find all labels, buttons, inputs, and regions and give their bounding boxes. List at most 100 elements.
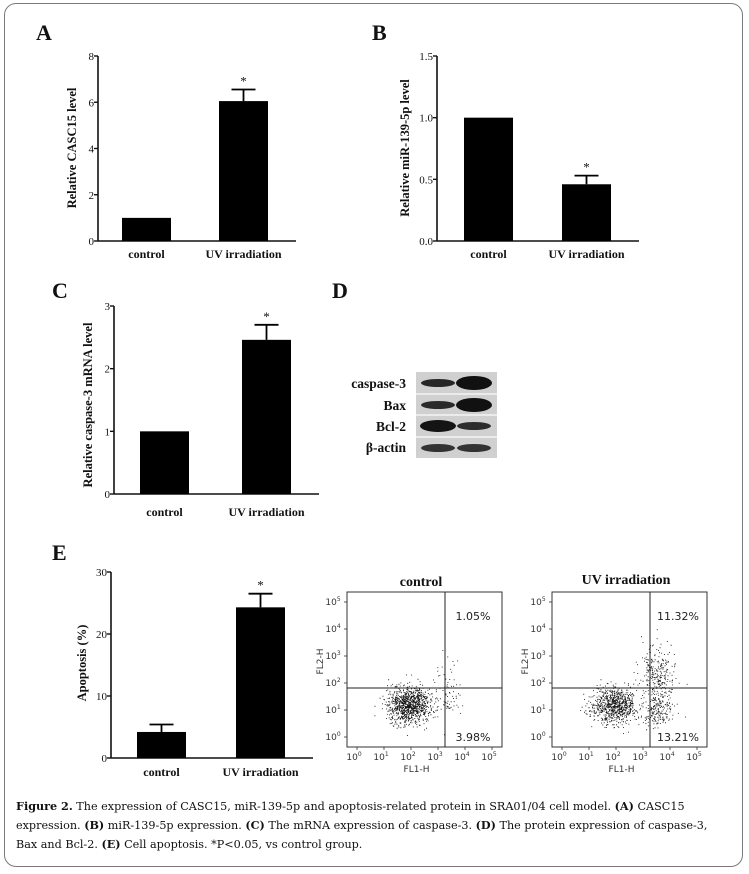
x-tick-exponent: 2 (412, 751, 416, 758)
panel-c-ylabel: Relative caspase-3 mRNA level (81, 322, 95, 487)
y-tick-exponent: 4 (542, 623, 546, 630)
y-tick-exponent: 1 (337, 704, 341, 711)
panel-letter-c: C (52, 278, 68, 303)
panel-e-ylabel: Apoptosis (%) (75, 625, 89, 702)
flow-events (374, 650, 464, 736)
bar (122, 217, 171, 241)
caption-ref-c: (C) (245, 818, 265, 832)
y-tick-label: 0 (105, 489, 111, 501)
panel-a-chart: 0 2 4 6 8 control UV irradiation * (89, 51, 296, 261)
x-axis-label: FL1-H (404, 765, 430, 775)
blot-band (456, 376, 492, 390)
flow-control: control 10010010110110210210310310410410… (316, 575, 503, 775)
y-tick-label: 20 (96, 629, 108, 641)
caption-ref-e: (E) (101, 837, 121, 851)
bar (219, 101, 268, 241)
quadrant-ur-percent: 1.05% (456, 610, 491, 623)
figure-frame (4, 3, 743, 867)
panel-c-chart: 0 1 2 3 control UV irradiation * (105, 301, 319, 519)
x-tick-exponent: 0 (563, 751, 567, 758)
x-tick-exponent: 3 (644, 751, 648, 758)
y-tick-label: 2 (105, 364, 111, 376)
category-label: control (470, 247, 507, 261)
caption-text-c: The mRNA expression of caspase-3. (264, 819, 476, 832)
y-tick-label: 30 (96, 567, 108, 579)
y-tick-label: 3 (105, 301, 111, 313)
x-tick-exponent: 2 (617, 751, 621, 758)
y-axis-label: FL2-H (316, 649, 326, 675)
y-tick-label: 102 (325, 677, 340, 689)
blot-band (421, 379, 455, 387)
wb-label-beta-actin: β-actin (366, 440, 407, 455)
caption-text: The expression of CASC15, miR-139-5p and… (72, 800, 615, 813)
caption-ref-d: (D) (475, 818, 496, 832)
category-label: control (143, 765, 180, 779)
x-tick-exponent: 5 (493, 751, 497, 758)
blot-band (420, 420, 456, 432)
western-blot-image (416, 372, 497, 458)
wb-label-caspase3: caspase-3 (351, 376, 406, 391)
flow-control-plot: 100100101101102102103103104104105105FL1-… (316, 591, 503, 775)
category-label: UV irradiation (222, 765, 298, 779)
y-tick-exponent: 3 (337, 650, 341, 657)
x-tick-exponent: 1 (590, 751, 594, 758)
significance-star: * (257, 578, 264, 593)
x-tick-label: 100 (346, 751, 361, 763)
y-tick-exponent: 0 (542, 731, 546, 738)
y-tick-label: 103 (325, 650, 340, 662)
caption-text-a: CASC15 expression. (16, 800, 685, 832)
y-tick-exponent: 2 (542, 677, 546, 684)
flow-control-title: control (400, 575, 443, 590)
x-tick-label: 101 (578, 751, 593, 763)
wb-label-bax: Bax (383, 398, 406, 413)
blot-band (456, 398, 492, 412)
quadrant-lr-percent: 13.21% (657, 731, 699, 744)
y-axis-label: FL2-H (521, 649, 531, 675)
x-axis-label: FL1-H (609, 765, 635, 775)
y-tick-label: 104 (530, 623, 545, 635)
flow-uv: UV irradiation 1001001011011021021031031… (521, 573, 708, 775)
y-tick-label: 105 (325, 596, 340, 608)
y-tick-label: 101 (530, 704, 545, 716)
y-tick-exponent: 4 (337, 623, 341, 630)
category-label: UV irradiation (205, 247, 281, 261)
x-tick-label: 105 (686, 751, 701, 763)
bar (562, 184, 611, 241)
x-tick-label: 103 (427, 751, 442, 763)
y-tick-exponent: 0 (337, 731, 341, 738)
bar (242, 339, 291, 494)
panel-c: C Relative caspase-3 mRNA level 0 1 2 3 cont… (52, 278, 319, 519)
figure-caption: Figure 2. The expression of CASC15, miR-… (16, 797, 728, 854)
bar (236, 607, 285, 758)
y-tick-label: 2 (89, 190, 95, 202)
category-label: UV irradiation (228, 505, 304, 519)
blot-band (457, 444, 491, 452)
y-tick-label: 100 (325, 731, 340, 743)
caption-figure-label: Figure 2. (16, 799, 73, 813)
panel-b-ylabel: Relative miR-139-5p level (398, 79, 412, 217)
x-tick-label: 105 (481, 751, 496, 763)
y-tick-label: 101 (325, 704, 340, 716)
y-tick-label: 102 (530, 677, 545, 689)
bar (140, 431, 189, 494)
blot-band (421, 401, 455, 409)
caption-text-e: Cell apoptosis. *P<0.05, vs control grou… (120, 838, 363, 851)
y-tick-label: 105 (530, 596, 545, 608)
y-tick-label: 0 (89, 236, 95, 248)
y-tick-label: 0.0 (419, 236, 433, 248)
x-tick-label: 103 (632, 751, 647, 763)
x-tick-label: 102 (400, 751, 415, 763)
significance-star: * (263, 309, 270, 324)
flow-plot-frame (551, 591, 708, 748)
y-tick-exponent: 5 (337, 596, 341, 603)
x-tick-label: 102 (605, 751, 620, 763)
panel-a: A Relative CASC15 level 0 2 4 6 8 control UV i… (36, 20, 296, 261)
y-tick-exponent: 2 (337, 677, 341, 684)
y-tick-label: 1 (105, 426, 111, 438)
x-tick-exponent: 1 (385, 751, 389, 758)
x-tick-exponent: 0 (358, 751, 362, 758)
y-tick-label: 4 (89, 144, 95, 156)
bar (464, 117, 513, 241)
caption-text-b: miR-139-5p expression. (104, 819, 246, 832)
